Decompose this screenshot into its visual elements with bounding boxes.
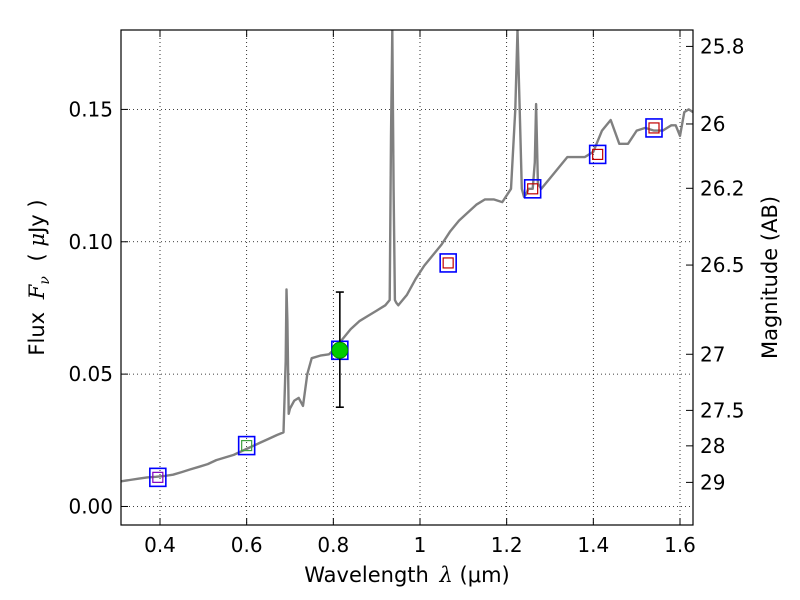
y-axis-title-unit-close: ): [25, 199, 49, 207]
y-axis-title-subscript: ν: [37, 276, 53, 285]
magnitude-tick-label: 25.8: [700, 34, 745, 58]
photometry-point-outer: [237, 435, 256, 456]
y-axis-title-spacer: [25, 208, 49, 215]
y-axis-title-unit-mu: μ: [25, 233, 49, 247]
x-tick-label: 0.8: [317, 533, 349, 557]
spectrum-line: [121, 30, 693, 483]
y-tick-label: 0.05: [68, 362, 113, 386]
y-axis-title-spacer: [25, 247, 49, 254]
plot-frame: [120, 29, 694, 526]
photometry-point-outer: [645, 118, 663, 138]
x-axis-title-spacer: [453, 563, 460, 587]
photometry-point-inner: [241, 439, 253, 452]
y-axis-title: Flux Fν ( μJy ): [25, 199, 53, 355]
photometry-point-inner: [152, 471, 164, 483]
y-axis-title-spacer: [25, 261, 49, 268]
y-axis-title-prefix: Flux: [25, 312, 49, 356]
magnitude-tick-label: 27: [700, 342, 725, 366]
y2-axis-title: Magnitude (AB): [758, 196, 782, 359]
x-tick-label: 1.2: [491, 533, 523, 557]
y-axis-title-spacer: [25, 299, 49, 306]
x-axis-title-prefix: Wavelength: [304, 563, 429, 587]
axis-ticks: 0.4 0.6 0.8 1 1.2 1.4 1.6 0.00 0.05 0.10 0.15 25.8 2…: [68, 30, 745, 557]
x-tick-label: 0.6: [231, 533, 263, 557]
detection-point: [331, 341, 349, 359]
y-axis-title-symbol: F: [25, 283, 49, 300]
y-tick-label: 0.15: [68, 97, 113, 121]
x-tick-label: 1: [414, 533, 427, 557]
x-tick-label: 0.4: [144, 533, 176, 557]
grid-lines: [121, 30, 693, 525]
y-axis-title-unit-open: (: [25, 253, 49, 261]
x-axis-title-unit: (μm): [460, 563, 510, 587]
photometry-point-inner: [648, 122, 660, 134]
x-axis-title-spacer: [433, 563, 440, 587]
photometry-point-outer: [523, 179, 542, 199]
magnitude-tick-label: 26: [700, 112, 725, 136]
photometry-point-outer: [588, 144, 607, 165]
photometry-point-inner: [442, 257, 454, 269]
x-tick-label: 1.4: [577, 533, 609, 557]
y-tick-label: 0.10: [68, 230, 113, 254]
photometry-point-inner: [527, 183, 539, 195]
y-axis-title-unit-rest: Jy: [25, 214, 49, 235]
photometry-point-inner: [592, 148, 604, 161]
magnitude-tick-label: 28: [700, 434, 725, 458]
magnitude-tick-label: 26.2: [700, 176, 745, 200]
plot-content: [121, 30, 693, 488]
magnitude-tick-label: 26.5: [700, 253, 745, 277]
x-axis-title: Wavelength λ (μm): [304, 563, 509, 587]
y-tick-label: 0.00: [68, 494, 113, 518]
photometry-point-outer: [439, 253, 457, 273]
photometry-point-outer: [149, 467, 167, 488]
x-axis-title-symbol: λ: [439, 563, 453, 587]
x-tick-label: 1.6: [664, 533, 696, 557]
magnitude-tick-label: 29: [700, 470, 725, 494]
magnitude-tick-label: 27.5: [700, 398, 745, 422]
